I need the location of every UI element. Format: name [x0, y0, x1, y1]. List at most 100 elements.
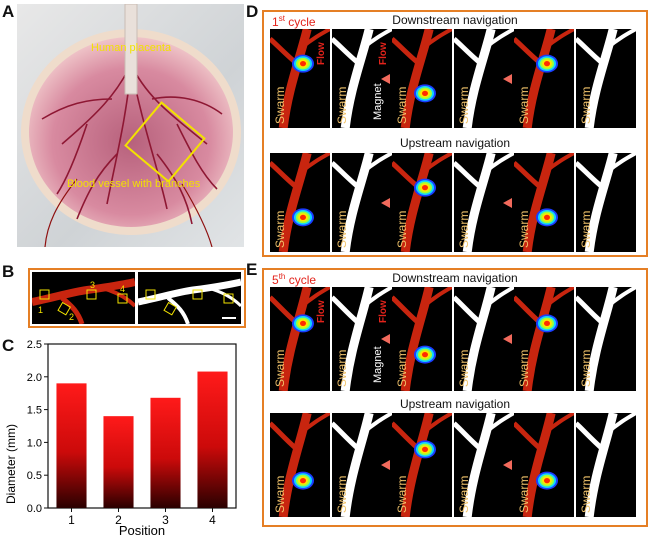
vessel-drawing [392, 413, 452, 517]
diameter-bar-chart: 0.0 0.5 1.0 1.5 2.0 2.5 1 2 3 4 Diameter (mm) Po… [4, 339, 237, 538]
vessel-photo-drawing [31, 278, 137, 325]
placenta-photo: Human placenta Blood vessel with branche… [17, 4, 244, 247]
sequence-arrow [381, 460, 390, 470]
swarm-label: Swarm [457, 349, 471, 387]
d-downstream-title: Downstream navigation [392, 13, 518, 27]
swarm-label: Swarm [335, 349, 349, 387]
panel-label-a: A [2, 2, 15, 21]
swarm-label: Swarm [517, 475, 531, 513]
vessel-mask-drawing [332, 287, 392, 391]
mask-frame: Swarm [576, 29, 636, 128]
mask-frame: Swarm Magnet Flow [332, 287, 392, 391]
x-tick-label: 2 [115, 513, 122, 527]
swarm-label: Swarm [273, 475, 287, 513]
bar-position-4 [197, 371, 228, 508]
vessel-frame: Swarm [392, 287, 452, 391]
vessel-drawing [270, 153, 330, 252]
swarm-label: Swarm [273, 210, 287, 248]
vessel-mask-drawing [332, 413, 392, 517]
swarm-heatmap [292, 54, 314, 73]
flow-label: Flow [378, 42, 389, 65]
magnet-label: Magnet [372, 83, 384, 120]
panel-label-d: D [246, 2, 259, 21]
swarm-heatmap [536, 54, 558, 73]
swarm-label: Swarm [579, 349, 593, 387]
box-label-4: 4 [120, 284, 126, 294]
cycle-1-frame: 1st cycle Downstream navigation Upstream… [262, 10, 648, 257]
mask-frame: Swarm Magnet Flow [332, 29, 392, 128]
swarm-heatmap [292, 471, 314, 490]
vessel-drawing [270, 29, 330, 128]
swarm-label: Swarm [395, 475, 409, 513]
bar-position-1 [56, 383, 87, 508]
swarm-label: Swarm [517, 349, 531, 387]
x-tick-label: 4 [209, 513, 216, 527]
y-axis-label: Diameter (mm) [4, 424, 18, 504]
blood-vessel-label: Blood vessel with branches [67, 178, 201, 190]
y-tick-label: 1.5 [27, 405, 42, 417]
vessel-frame: Swarm [514, 29, 574, 128]
flow-label: Flow [316, 42, 327, 65]
vessel-mask-drawing [576, 153, 636, 252]
vessel-mask-drawing [454, 29, 514, 128]
y-tick-label: 0.0 [27, 503, 42, 515]
vessel-mask-drawing [454, 287, 514, 391]
vessel-frame: Swarm [514, 413, 574, 517]
placenta-illustration [21, 4, 241, 247]
mask-frame: Swarm [576, 413, 636, 517]
vessel-frame: Swarm [392, 413, 452, 517]
swarm-heatmap [414, 345, 436, 364]
swarm-label: Swarm [273, 86, 287, 124]
swarm-label: Swarm [335, 475, 349, 513]
swarm-label: Swarm [457, 475, 471, 513]
plot-frame [47, 343, 237, 509]
swarm-label: Swarm [517, 210, 531, 248]
vessel-mask [137, 272, 243, 325]
flow-label: Flow [378, 300, 389, 323]
swarm-heatmap [292, 314, 314, 333]
vessel-frame: Swarm Flow [270, 29, 330, 128]
x-tick-label: 3 [162, 513, 169, 527]
vessel-mask-drawing [454, 153, 514, 252]
box-label-3: 3 [90, 280, 96, 290]
swarm-label: Swarm [457, 86, 471, 124]
swarm-label: Swarm [579, 475, 593, 513]
panel-label-b: B [2, 262, 15, 281]
bar-position-2 [103, 416, 134, 508]
vessel-photo: 1 2 3 4 [31, 272, 137, 325]
swarm-heatmap [536, 471, 558, 490]
swarm-label: Swarm [395, 86, 409, 124]
sequence-arrow [503, 334, 512, 344]
vessel-frame: Swarm Flow [270, 287, 330, 391]
vessel-mask-drawing [576, 413, 636, 517]
x-tick-label: 1 [68, 513, 75, 527]
swarm-label: Swarm [579, 210, 593, 248]
sequence-arrow [503, 197, 512, 208]
swarm-heatmap [536, 314, 558, 333]
y-tick-label: 2.5 [27, 339, 42, 351]
cycle-5-label: 5th cycle [272, 272, 317, 287]
vessel-drawing [392, 287, 452, 391]
vessel-segmentation-panel: 1 2 3 4 [28, 268, 246, 328]
sequence-arrow [381, 73, 390, 84]
vessel-frame: Swarm [270, 413, 330, 517]
flow-label: Flow [316, 300, 327, 323]
vessel-frame: Swarm [392, 29, 452, 128]
mask-frame: Swarm [576, 287, 636, 391]
cycle-1-label: 1st cycle [272, 14, 316, 29]
swarm-heatmap [414, 84, 436, 103]
swarm-heatmap [292, 208, 314, 227]
y-tick-label: 1.0 [27, 437, 42, 449]
vessel-frame: Swarm [514, 153, 574, 252]
vessel-drawing [270, 287, 330, 391]
cycle-5-frame: 5th cycle Downstream navigation Upstream… [262, 268, 648, 527]
vessel-mask-drawing [576, 287, 636, 391]
vessel-mask-drawing [576, 29, 636, 128]
sequence-arrow [381, 197, 390, 208]
box-label-1: 1 [38, 305, 44, 315]
e-upstream-title: Upstream navigation [399, 397, 511, 411]
e-downstream-title: Downstream navigation [392, 271, 518, 285]
swarm-label: Swarm [273, 349, 287, 387]
vessel-drawing [514, 29, 574, 128]
d-upstream-title: Upstream navigation [399, 136, 511, 150]
